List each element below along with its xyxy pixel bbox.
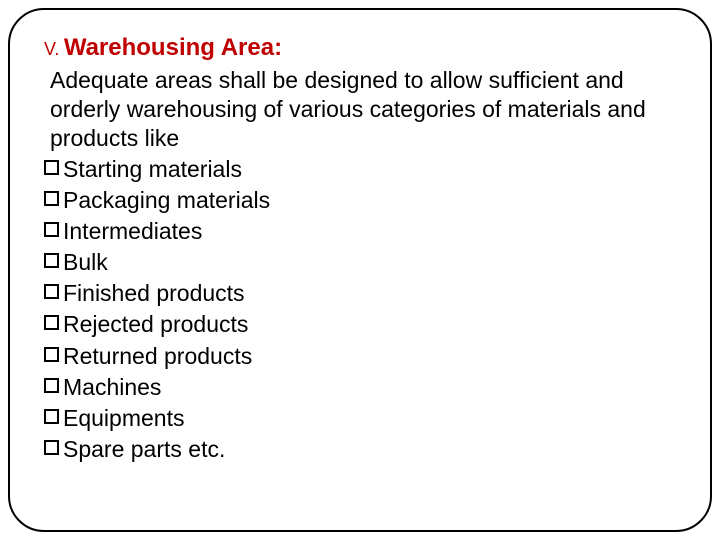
list-item-text: Starting materials (63, 154, 242, 185)
list-item-text: Packaging materials (63, 185, 270, 216)
body-paragraph: Adequate areas shall be designed to allo… (50, 66, 682, 152)
list-item: Rejected products (44, 309, 682, 340)
list-item: Intermediates (44, 216, 682, 247)
list-item: Spare parts etc. (44, 434, 682, 465)
heading-line: V. Warehousing Area: (44, 34, 682, 62)
heading-title: Warehousing Area: (64, 34, 282, 61)
square-bullet-icon (44, 160, 59, 175)
list-item: Machines (44, 372, 682, 403)
square-bullet-icon (44, 378, 59, 393)
heading-roman-numeral: V. (44, 39, 59, 59)
list-item-text: Returned products (63, 341, 252, 372)
square-bullet-icon (44, 253, 59, 268)
list-item: Packaging materials (44, 185, 682, 216)
list-item-text: Rejected products (63, 309, 248, 340)
list-item-text: Equipments (63, 403, 184, 434)
square-bullet-icon (44, 347, 59, 362)
square-bullet-icon (44, 191, 59, 206)
list-item: Equipments (44, 403, 682, 434)
square-bullet-icon (44, 315, 59, 330)
square-bullet-icon (44, 440, 59, 455)
list-item-text: Intermediates (63, 216, 202, 247)
list-item: Bulk (44, 247, 682, 278)
list-item: Returned products (44, 341, 682, 372)
square-bullet-icon (44, 222, 59, 237)
slide-frame: V. Warehousing Area: Adequate areas shal… (8, 8, 712, 532)
square-bullet-icon (44, 284, 59, 299)
list-item-text: Finished products (63, 278, 245, 309)
list-item: Finished products (44, 278, 682, 309)
list-item-text: Machines (63, 372, 161, 403)
list-item: Starting materials (44, 154, 682, 185)
square-bullet-icon (44, 409, 59, 424)
list-item-text: Spare parts etc. (63, 434, 225, 465)
list-item-text: Bulk (63, 247, 108, 278)
bullet-list: Starting materials Packaging materials I… (44, 154, 682, 464)
